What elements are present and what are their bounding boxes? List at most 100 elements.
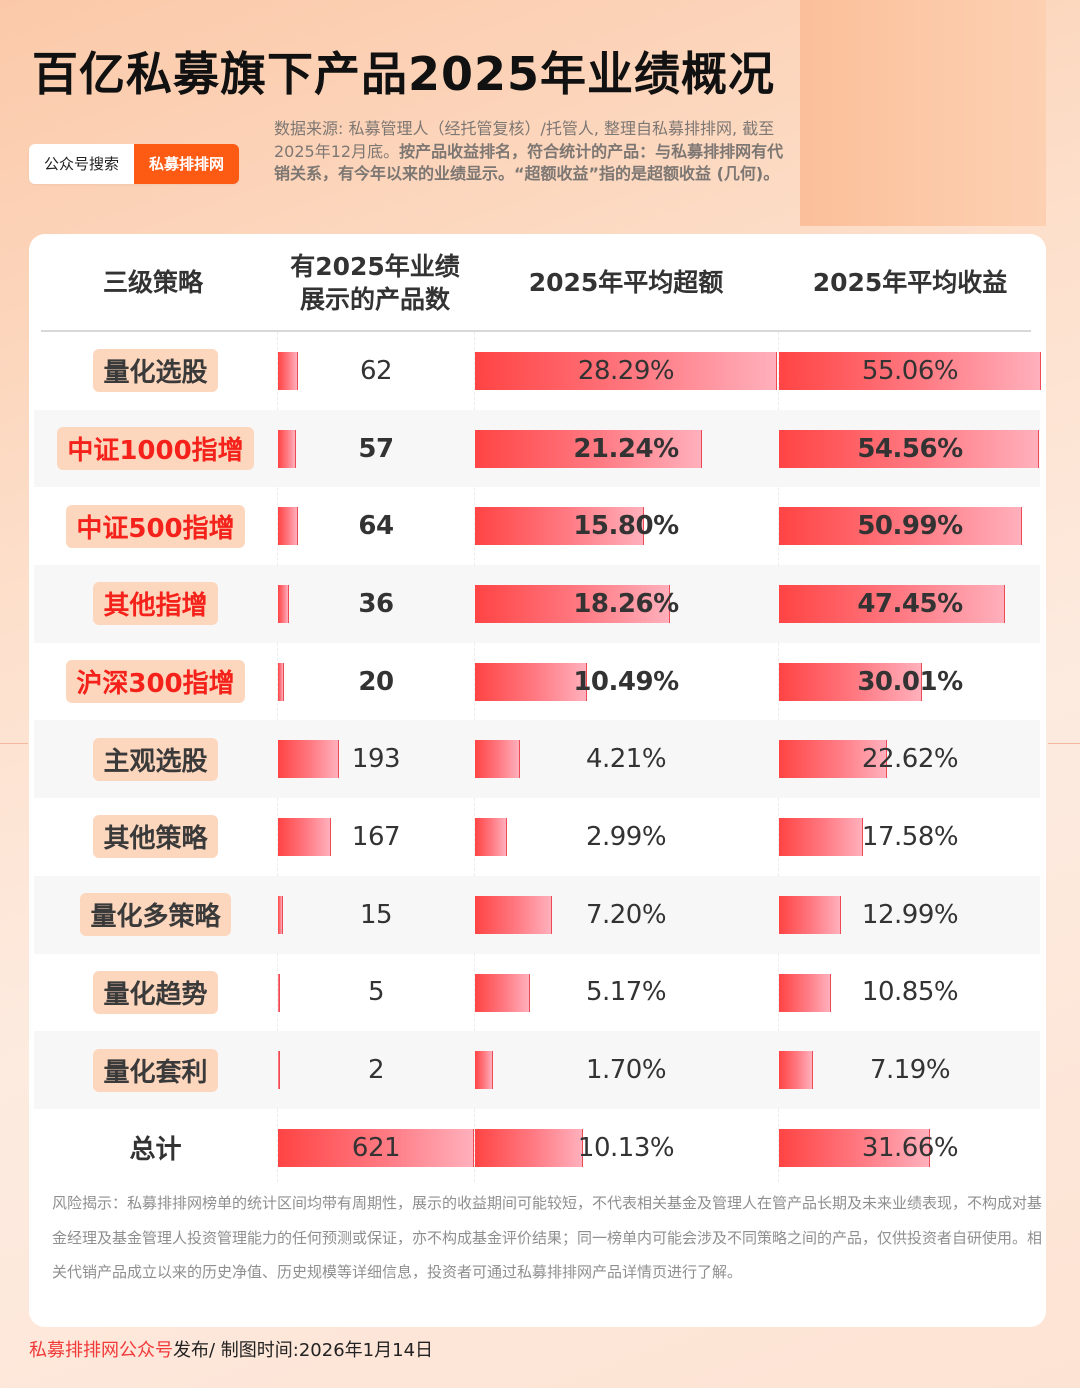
strategy-cell: 其他策略 xyxy=(34,798,277,876)
strategy-label: 中证1000指增 xyxy=(57,427,254,471)
return-bar xyxy=(779,429,1039,468)
excess-value: 7.20% xyxy=(585,899,667,930)
strategy-cell: 中证500指增 xyxy=(34,487,277,565)
data-source-note: 数据来源: 私募管理人（经托管复核）/托管人, 整理自私募排排网, 截至2025… xyxy=(274,118,794,186)
table-row: 中证1000指增 57 21.24% 54.56% xyxy=(34,409,1040,488)
count-bar xyxy=(278,1128,474,1167)
table-row: 其他策略 167 2.99% 17.58% xyxy=(34,798,1040,876)
count-bar xyxy=(278,662,285,701)
return-cell: 10.85% xyxy=(779,954,1041,1032)
excess-cell: 1.70% xyxy=(475,1031,777,1109)
return-value: 30.01% xyxy=(857,666,963,697)
strategy-cell: 总计 xyxy=(34,1109,277,1187)
count-value: 64 xyxy=(358,511,394,542)
footer: 私募排排网公众号发布/ 制图时间:2026年1月14日 xyxy=(29,1336,433,1362)
count-bar xyxy=(278,895,283,934)
return-value: 7.19% xyxy=(869,1055,951,1086)
header-count-text: 有2025年业绩 展示的产品数 xyxy=(290,251,460,314)
strategy-cell: 中证1000指增 xyxy=(34,410,277,488)
excess-value: 2.99% xyxy=(585,821,667,852)
count-cell: 64 xyxy=(278,487,474,565)
count-cell: 621 xyxy=(278,1109,474,1187)
search-tag-group: 公众号搜索 私募排排网 xyxy=(29,144,240,184)
return-bar xyxy=(779,895,841,934)
return-bar xyxy=(779,507,1022,546)
page-title: 百亿私募旗下产品2025年业绩概况 xyxy=(32,47,776,101)
excess-value: 5.17% xyxy=(585,977,667,1008)
excess-cell: 10.13% xyxy=(475,1109,777,1187)
strategy-label: 沪深300指增 xyxy=(66,660,245,704)
excess-value: 28.29% xyxy=(577,355,675,386)
header-return: 2025年平均收益 xyxy=(812,268,1008,297)
return-value: 55.06% xyxy=(861,355,959,386)
table-row: 量化趋势 5 5.17% 10.85% xyxy=(34,954,1040,1032)
excess-value: 18.26% xyxy=(573,588,679,619)
count-cell: 5 xyxy=(278,954,474,1032)
return-bar xyxy=(779,1051,814,1090)
excess-bar xyxy=(475,1128,584,1167)
strategy-label: 量化套利 xyxy=(93,1048,218,1092)
table-card: 三级策略 有2025年业绩 展示的产品数 2025年平均超额 2025年平均收益 … xyxy=(29,234,1046,1327)
table-body: 量化选股 62 28.29% 55.06% 中证1000指增 57 21.24% 54.56%… xyxy=(34,332,1041,1187)
excess-cell: 15.80% xyxy=(475,487,777,565)
return-value: 50.99% xyxy=(857,511,963,542)
return-cell: 50.99% xyxy=(779,487,1041,565)
excess-cell: 4.21% xyxy=(475,720,777,798)
excess-bar xyxy=(475,895,552,934)
strategy-cell: 其他指增 xyxy=(34,565,277,643)
return-value: 10.85% xyxy=(861,977,959,1008)
excess-cell: 18.26% xyxy=(475,565,777,643)
return-cell: 55.06% xyxy=(779,332,1041,410)
excess-bar xyxy=(475,818,507,857)
search-tag-label: 公众号搜索 xyxy=(29,144,135,184)
strategy-cell: 量化套利 xyxy=(34,1031,277,1109)
brand-tag[interactable]: 私募排排网 xyxy=(134,144,240,184)
return-bar xyxy=(779,973,831,1012)
return-cell: 7.19% xyxy=(779,1031,1041,1109)
excess-value: 10.49% xyxy=(573,666,679,697)
count-bar xyxy=(278,352,298,390)
strategy-label: 量化选股 xyxy=(93,349,218,393)
excess-value: 15.80% xyxy=(573,511,679,542)
count-cell: 62 xyxy=(278,332,474,410)
count-cell: 193 xyxy=(278,720,474,798)
count-bar xyxy=(278,507,299,546)
count-value: 62 xyxy=(359,355,393,386)
strategy-cell: 量化选股 xyxy=(34,332,277,410)
return-cell: 22.62% xyxy=(779,720,1041,798)
excess-bar xyxy=(475,740,520,779)
return-value: 54.56% xyxy=(857,433,963,464)
excess-bar xyxy=(475,1051,494,1090)
return-value: 31.66% xyxy=(861,1132,959,1163)
footer-publisher[interactable]: 私募排排网公众号 xyxy=(29,1340,173,1361)
risk-disclaimer: 风险揭示：私募排排网榜单的统计区间均带有周期性，展示的收益期间可能较短，不代表相… xyxy=(52,1194,1043,1281)
return-bar xyxy=(779,585,1005,624)
decorative-line-left xyxy=(0,743,28,744)
return-bar xyxy=(779,662,922,701)
excess-bar xyxy=(475,352,777,390)
strategy-label: 其他策略 xyxy=(93,815,218,859)
strategy-cell: 沪深300指增 xyxy=(34,643,277,721)
table-row: 其他指增 36 18.26% 47.45% xyxy=(34,565,1040,643)
table-row: 量化多策略 15 7.20% 12.99% xyxy=(34,875,1040,954)
count-value: 193 xyxy=(351,744,401,775)
return-bar xyxy=(779,1128,930,1167)
header-divider xyxy=(41,330,1031,332)
return-cell: 17.58% xyxy=(779,798,1041,876)
count-cell: 167 xyxy=(278,798,474,876)
excess-cell: 10.49% xyxy=(475,643,777,721)
count-bar xyxy=(278,1051,280,1090)
excess-cell: 21.24% xyxy=(475,410,777,488)
decorative-line-right xyxy=(1048,743,1080,744)
count-cell: 2 xyxy=(278,1031,474,1109)
excess-bar xyxy=(475,429,702,468)
count-bar xyxy=(278,818,331,857)
source-plain-text: 数据来源: 私募管理人（经托管复核）/托管人, 整理自私募排排网, 截至2025… xyxy=(274,119,775,161)
strategy-label: 主观选股 xyxy=(93,737,218,781)
excess-bar xyxy=(475,507,644,546)
header-strategy: 三级策略 xyxy=(102,268,203,297)
count-value: 2 xyxy=(367,1055,385,1086)
count-cell: 15 xyxy=(278,876,474,954)
count-value: 36 xyxy=(358,588,394,619)
return-cell: 47.45% xyxy=(779,565,1041,643)
